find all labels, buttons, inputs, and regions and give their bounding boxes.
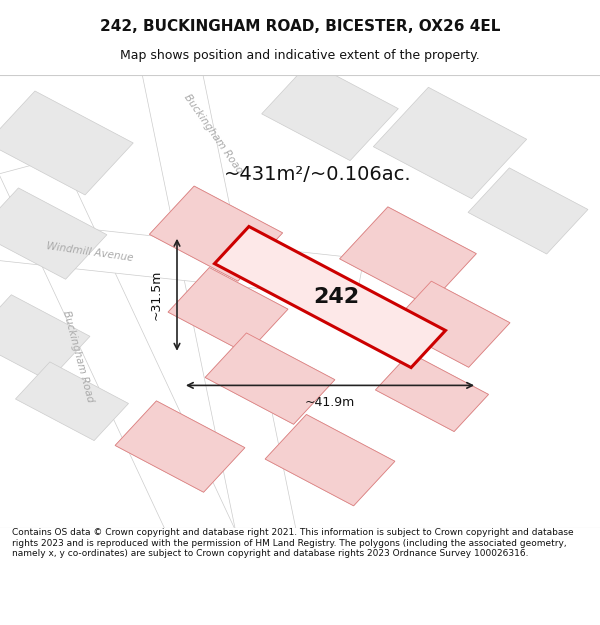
Polygon shape xyxy=(115,401,245,492)
Polygon shape xyxy=(0,213,364,299)
Polygon shape xyxy=(149,186,283,281)
Polygon shape xyxy=(390,281,510,368)
Polygon shape xyxy=(262,62,398,161)
Text: ~431m²/~0.106ac.: ~431m²/~0.106ac. xyxy=(224,165,412,184)
Text: Windmill Avenue: Windmill Avenue xyxy=(46,241,134,262)
Polygon shape xyxy=(376,353,488,431)
Polygon shape xyxy=(468,168,588,254)
Polygon shape xyxy=(214,226,446,368)
Polygon shape xyxy=(265,414,395,506)
Polygon shape xyxy=(0,91,133,195)
Polygon shape xyxy=(16,362,128,441)
Polygon shape xyxy=(115,401,245,492)
Polygon shape xyxy=(0,158,241,559)
Polygon shape xyxy=(340,207,476,306)
Polygon shape xyxy=(139,49,299,554)
Text: Contains OS data © Crown copyright and database right 2021. This information is : Contains OS data © Crown copyright and d… xyxy=(12,528,574,558)
Text: ~31.5m: ~31.5m xyxy=(149,269,163,320)
Polygon shape xyxy=(0,188,107,279)
Text: Buckingham Road: Buckingham Road xyxy=(61,309,95,403)
Polygon shape xyxy=(265,414,395,506)
Polygon shape xyxy=(149,186,283,281)
Polygon shape xyxy=(376,353,488,431)
Polygon shape xyxy=(340,207,476,306)
Polygon shape xyxy=(0,295,90,381)
Text: Buckingham Road: Buckingham Road xyxy=(182,92,244,176)
Polygon shape xyxy=(168,268,288,354)
Polygon shape xyxy=(390,281,510,368)
Text: ~41.9m: ~41.9m xyxy=(305,396,355,409)
Text: 242, BUCKINGHAM ROAD, BICESTER, OX26 4EL: 242, BUCKINGHAM ROAD, BICESTER, OX26 4EL xyxy=(100,19,500,34)
Polygon shape xyxy=(205,333,335,424)
Polygon shape xyxy=(205,333,335,424)
Polygon shape xyxy=(168,268,288,354)
Text: 242: 242 xyxy=(313,287,359,307)
Polygon shape xyxy=(373,88,527,199)
Text: Map shows position and indicative extent of the property.: Map shows position and indicative extent… xyxy=(120,49,480,62)
